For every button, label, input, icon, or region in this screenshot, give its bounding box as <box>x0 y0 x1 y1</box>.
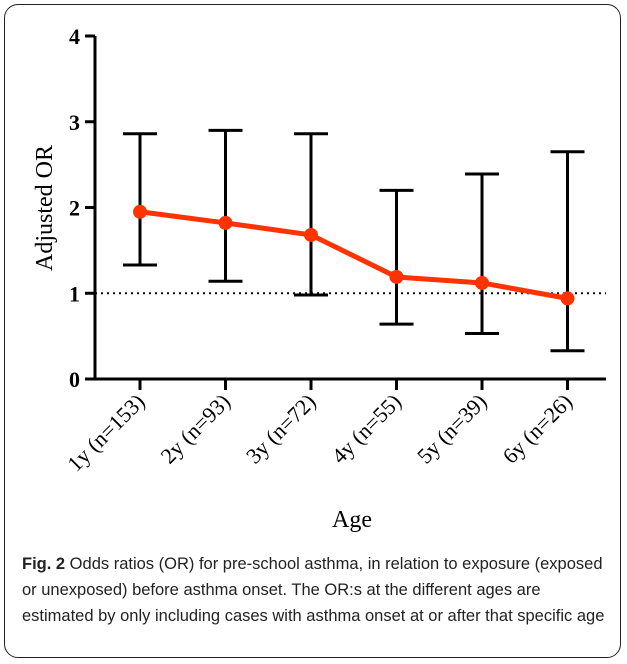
y-ticks: 0 1 2 3 4 <box>69 24 95 392</box>
y-tick-label: 1 <box>69 281 80 306</box>
x-tick-label: 4y (n=55) <box>326 389 406 469</box>
figure-caption: Fig. 2 Odds ratios (OR) for pre-school a… <box>22 551 612 629</box>
y-axis-label: Adjusted OR <box>32 145 58 271</box>
x-tick-label: 5y (n=39) <box>412 389 492 469</box>
caption-text: Odds ratios (OR) for pre-school asthma, … <box>22 555 605 625</box>
data-points <box>133 204 575 306</box>
data-point <box>560 291 575 306</box>
error-bar <box>123 132 157 267</box>
data-point <box>304 227 318 242</box>
x-tick-label: 2y (n=93) <box>155 389 235 469</box>
data-point <box>218 215 233 230</box>
y-tick-label: 0 <box>69 367 80 392</box>
x-axis: 1y (n=153) 2y (n=93) 3y (n=72) 4y (n=55) 5y … <box>62 377 606 476</box>
error-bar <box>465 172 499 336</box>
error-bar <box>550 150 585 353</box>
y-tick-label: 4 <box>69 24 80 49</box>
odds-ratio-chart: 0 1 2 3 4 1y (n=153) 2y (n=93) 3y (n=72) 4y (n=… <box>32 24 606 533</box>
data-point <box>475 275 489 290</box>
y-axis: 0 1 2 3 4 <box>69 24 97 392</box>
x-ticks: 1y (n=153) 2y (n=93) 3y (n=72) 4y (n=55) 5y … <box>62 379 577 476</box>
figure-label: Fig. 2 <box>22 555 66 573</box>
series-line <box>139 209 568 301</box>
figure-frame <box>4 4 621 658</box>
data-point <box>389 269 404 284</box>
error-bar <box>379 188 414 326</box>
error-bar <box>208 128 243 283</box>
y-tick-label: 3 <box>69 110 80 135</box>
x-tick-label: 3y (n=72) <box>241 389 321 469</box>
error-bar <box>294 132 328 297</box>
x-tick-label: 6y (n=26) <box>497 389 577 469</box>
data-point <box>133 204 147 219</box>
x-tick-label: 1y (n=153) <box>62 389 149 476</box>
y-tick-label: 2 <box>69 196 80 221</box>
x-axis-label: Age <box>332 507 372 533</box>
error-bars <box>123 128 585 353</box>
